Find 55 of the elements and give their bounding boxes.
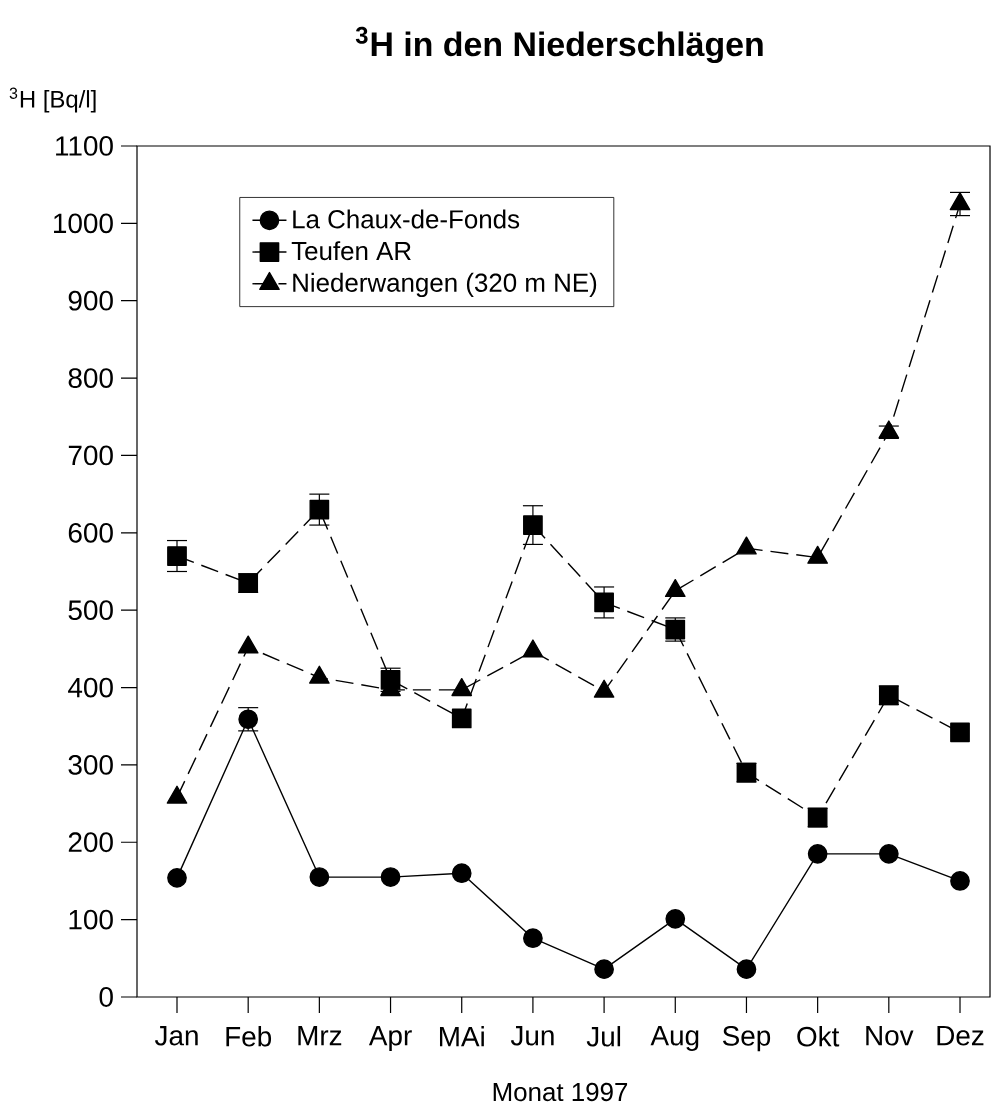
point	[451, 863, 472, 884]
point	[807, 844, 828, 864]
point	[594, 959, 614, 980]
x-axis-title: Monat 1997	[493, 1082, 628, 1102]
y-tick-label: 200	[68, 832, 113, 853]
point	[950, 871, 970, 891]
chart-title: $^{3}$H in den Niederschlägen	[355, 26, 763, 64]
point	[665, 909, 686, 929]
x-tick-label: Mrz	[298, 1026, 342, 1046]
y-tick-label: 900	[68, 290, 113, 311]
x-tick-label: Jul	[586, 1026, 621, 1047]
point	[878, 844, 899, 864]
point	[594, 592, 614, 613]
y-tick-label: 0	[99, 987, 113, 1007]
point	[949, 192, 971, 211]
y-tick-label: 1000	[54, 213, 113, 234]
x-tick-label: Aug	[650, 1026, 699, 1052]
point	[523, 928, 543, 949]
x-tick-label: Jan	[154, 1026, 198, 1046]
point	[950, 722, 970, 743]
x-tick-label: Sep	[722, 1026, 771, 1052]
point	[309, 867, 330, 887]
x-tick-label: Nov	[866, 1026, 914, 1046]
point	[878, 420, 900, 439]
y-tick-label: 800	[68, 368, 113, 388]
point	[309, 499, 330, 520]
point	[736, 536, 757, 555]
x-tick-label: MAi	[439, 1026, 484, 1047]
y-tick-label: 1100	[56, 136, 113, 156]
point	[451, 678, 473, 697]
point	[523, 515, 543, 535]
point	[451, 708, 472, 729]
x-tick-label: Apr	[368, 1026, 412, 1052]
legend-label: Niederwangen (320 m NE)	[293, 272, 597, 298]
y-tick-label: 400	[68, 677, 113, 698]
y-tick-label: 100	[69, 909, 113, 930]
y-tick-label: 700	[68, 445, 113, 466]
x-tick-label: Feb	[226, 1026, 272, 1047]
point	[237, 635, 259, 654]
y-tick-label: 300	[68, 755, 113, 775]
point	[522, 639, 544, 658]
point	[664, 578, 686, 598]
x-tick-label: Dez	[937, 1026, 984, 1046]
y-axis-title: $^{3}$H [Bq/l]	[9, 87, 96, 113]
y-tick-label: 500	[68, 600, 113, 621]
legend-label: Teufen AR	[291, 241, 411, 261]
x-tick-label: Okt	[797, 1026, 840, 1047]
legend-label: La Chaux-de-Fonds	[293, 209, 520, 229]
y-tick-label: 600	[68, 522, 113, 543]
point	[736, 959, 757, 980]
point	[167, 546, 187, 566]
point	[807, 545, 828, 564]
x-tick-label: Jun	[510, 1026, 554, 1046]
point	[380, 867, 401, 887]
point	[167, 867, 187, 888]
